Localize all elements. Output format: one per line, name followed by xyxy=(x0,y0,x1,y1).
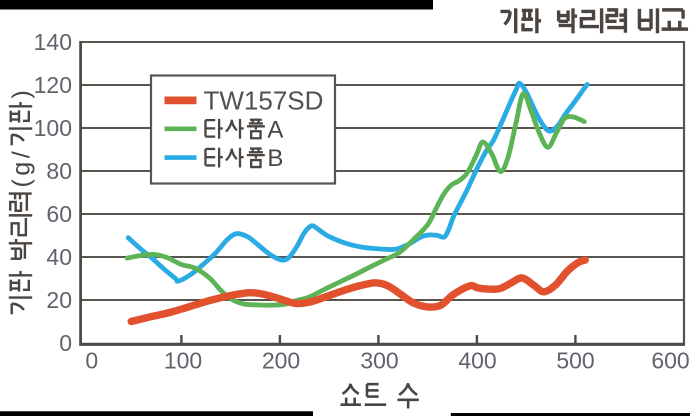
svg-text:): ) xyxy=(8,90,36,98)
svg-text:80: 80 xyxy=(46,158,72,184)
svg-text:TW157SD: TW157SD xyxy=(204,86,324,116)
svg-text:400: 400 xyxy=(458,348,496,374)
svg-text:60: 60 xyxy=(46,201,72,227)
svg-text:(g/: (g/ xyxy=(8,148,36,188)
svg-text:200: 200 xyxy=(262,348,300,374)
svg-text:120: 120 xyxy=(34,72,72,98)
svg-text:100: 100 xyxy=(34,115,72,141)
svg-text:A: A xyxy=(267,116,283,143)
svg-text:0: 0 xyxy=(85,348,98,374)
svg-text:40: 40 xyxy=(46,244,72,270)
svg-text:300: 300 xyxy=(360,348,398,374)
svg-text:140: 140 xyxy=(34,29,72,55)
svg-text:500: 500 xyxy=(556,348,594,374)
svg-text:100: 100 xyxy=(164,348,202,374)
svg-text:B: B xyxy=(267,145,283,172)
svg-text:20: 20 xyxy=(46,287,72,313)
svg-text:600: 600 xyxy=(651,348,689,374)
svg-text:0: 0 xyxy=(59,330,72,356)
